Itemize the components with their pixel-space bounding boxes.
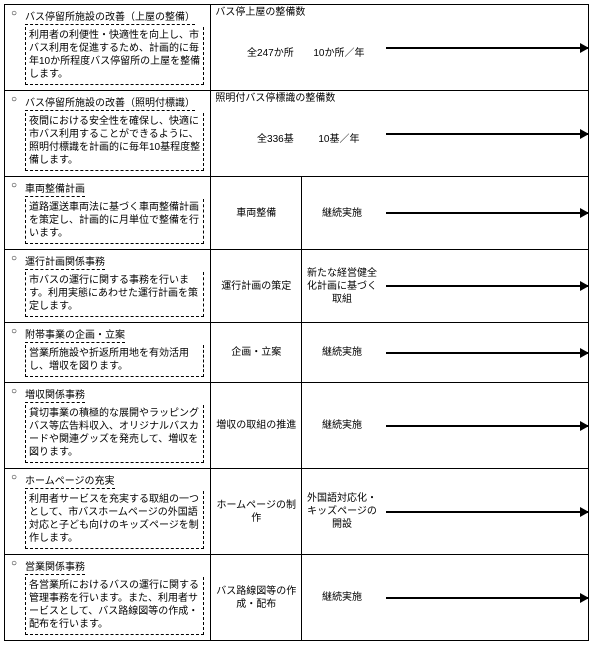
bullet-icon: ○ [11,8,21,19]
row-title: 営業関係事務 [25,558,85,575]
mid2-text: 新たな経営健全化計画に基づく取組 [307,268,377,305]
arrow-icon [386,47,588,49]
mid1-cell: 企画・立案 [211,323,302,383]
mid1-text: 増収の取組の推進 [216,420,296,431]
row-body: 市バスの運行に関する事務を行います。利用実態にあわせた運行計画を策定します。 [25,272,204,317]
metric-cell: 照明付バス停標識の整備数全336基10基／年 [211,91,382,177]
bullet-icon: ○ [11,558,21,569]
arrow-icon [386,133,588,135]
metric-cell: バス停上屋の整備数全247か所10か所／年 [211,5,382,91]
mid1-cell: 運行計画の策定 [211,250,302,323]
metric-rate: 10か所／年 [300,44,378,59]
arrow-cell [382,250,588,323]
description-cell: ○ 車両整備計画道路運送車両法に基づく車両整備計画を策定し、計画的に月単位で整備を… [5,177,211,250]
row-body: 営業所施設や折返所用地を有効活用し、増収を図ります。 [25,345,204,377]
description-cell: ○ 営業関係事務各営業所におけるバスの運行に関する管理事務を行います。また、利用者… [5,555,211,641]
arrow-cell [382,5,588,91]
description-cell: ○ ホームページの充実利用者サービスを充実する取組の一つとして、市バスホームページ… [5,469,211,555]
metric-header: 照明付バス停標識の整備数 [215,93,378,105]
row-title: バス停留所施設の改善（上屋の整備） [25,8,195,25]
mid2-text: 継続実施 [322,347,362,358]
table-row: ○ バス停留所施設の改善（照明付標識） 夜間における安全性を確保し、快適に市バス利用… [5,91,589,177]
arrow-icon [386,285,588,287]
arrow-icon [386,511,588,513]
table-row: ○ 車両整備計画道路運送車両法に基づく車両整備計画を策定し、計画的に月単位で整備を… [5,177,589,250]
mid1-text: ホームページの制作 [216,500,296,524]
mid2-text: 継続実施 [322,592,362,603]
table-row: ○ バス停留所施設の改善（上屋の整備） 利用者の利便性・快適性を向上し、市バス利用を… [5,5,589,91]
arrow-icon [386,212,588,214]
table-row: ○ 営業関係事務各営業所におけるバスの運行に関する管理事務を行います。また、利用者… [5,555,589,641]
bullet-icon: ○ [11,326,21,337]
arrow-cell [382,177,588,250]
table-row: ○ 増収関係事務貸切事業の積極的な展開やラッピングバス等広告料収入、オリジナルバス… [5,383,589,469]
mid2-text: 継続実施 [322,208,362,219]
mid2-cell: 継続実施 [302,177,383,250]
mid1-text: 運行計画の策定 [221,281,291,292]
mid2-cell: 外国語対応化・キッズページの開設 [302,469,383,555]
mid1-cell: 増収の取組の推進 [211,383,302,469]
mid1-cell: 車両整備 [211,177,302,250]
arrow-cell [382,91,588,177]
arrow-icon [386,352,588,354]
description-cell: ○ 増収関係事務貸切事業の積極的な展開やラッピングバス等広告料収入、オリジナルバス… [5,383,211,469]
mid2-text: 外国語対応化・キッズページの開設 [307,493,377,530]
arrow-cell [382,383,588,469]
bullet-icon: ○ [11,94,21,105]
mid2-cell: 継続実施 [302,383,383,469]
row-title: バス停留所施設の改善（照明付標識） [25,94,195,111]
mid1-text: 車両整備 [236,208,276,219]
mid2-cell: 継続実施 [302,323,383,383]
description-cell: ○ 運行計画関係事務市バスの運行に関する事務を行います。利用実態にあわせた運行計画… [5,250,211,323]
mid2-text: 継続実施 [322,420,362,431]
plan-table-container: ○ バス停留所施設の改善（上屋の整備） 利用者の利便性・快適性を向上し、市バス利用を… [4,4,589,641]
arrow-cell [382,555,588,641]
arrow-icon [386,597,588,599]
mid1-cell: ホームページの制作 [211,469,302,555]
row-body: 各営業所におけるバスの運行に関する管理事務を行います。また、利用者サービスとして… [25,577,204,635]
row-title: ホームページの充実 [25,472,115,489]
row-body: 利用者サービスを充実する取組の一つとして、市バスホームページの外国語対応と子ども… [25,491,204,549]
metric-total: 全336基 [215,130,299,145]
metric-total: 全247か所 [215,44,299,59]
description-cell: ○ 附帯事業の企画・立案営業所施設や折返所用地を有効活用し、増収を図ります。 [5,323,211,383]
row-body: 道路運送車両法に基づく車両整備計画を策定し、計画的に月単位で整備を行います。 [25,199,204,244]
mid1-text: 企画・立案 [231,347,281,358]
arrow-cell [382,323,588,383]
mid1-text: バス路線図等の作成・配布 [216,586,296,610]
bullet-icon: ○ [11,180,21,191]
row-title: 車両整備計画 [25,180,85,197]
arrow-icon [386,425,588,427]
bullet-icon: ○ [11,472,21,483]
row-body: 貸切事業の積極的な展開やラッピングバス等広告料収入、オリジナルバスカードや関連グ… [25,405,204,463]
description-cell: ○ バス停留所施設の改善（照明付標識） 夜間における安全性を確保し、快適に市バス利用… [5,91,211,177]
row-body: 利用者の利便性・快適性を向上し、市バス利用を促進するため、計画的に毎年10か所程… [25,27,204,85]
mid2-cell: 新たな経営健全化計画に基づく取組 [302,250,383,323]
bullet-icon: ○ [11,386,21,397]
table-row: ○ 附帯事業の企画・立案営業所施設や折返所用地を有効活用し、増収を図ります。 企画・… [5,323,589,383]
mid2-cell: 継続実施 [302,555,383,641]
table-row: ○ ホームページの充実利用者サービスを充実する取組の一つとして、市バスホームページ… [5,469,589,555]
mid1-cell: バス路線図等の作成・配布 [211,555,302,641]
metric-header: バス停上屋の整備数 [215,7,378,19]
row-title: 増収関係事務 [25,386,85,403]
metric-rate: 10基／年 [300,130,378,145]
arrow-cell [382,469,588,555]
row-title: 附帯事業の企画・立案 [25,326,125,343]
row-body: 夜間における安全性を確保し、快適に市バス利用することができるように、照明付標識を… [25,113,204,171]
description-cell: ○ バス停留所施設の改善（上屋の整備） 利用者の利便性・快適性を向上し、市バス利用を… [5,5,211,91]
bullet-icon: ○ [11,253,21,264]
row-title: 運行計画関係事務 [25,253,105,270]
table-row: ○ 運行計画関係事務市バスの運行に関する事務を行います。利用実態にあわせた運行計画… [5,250,589,323]
plan-table: ○ バス停留所施設の改善（上屋の整備） 利用者の利便性・快適性を向上し、市バス利用を… [4,4,589,641]
